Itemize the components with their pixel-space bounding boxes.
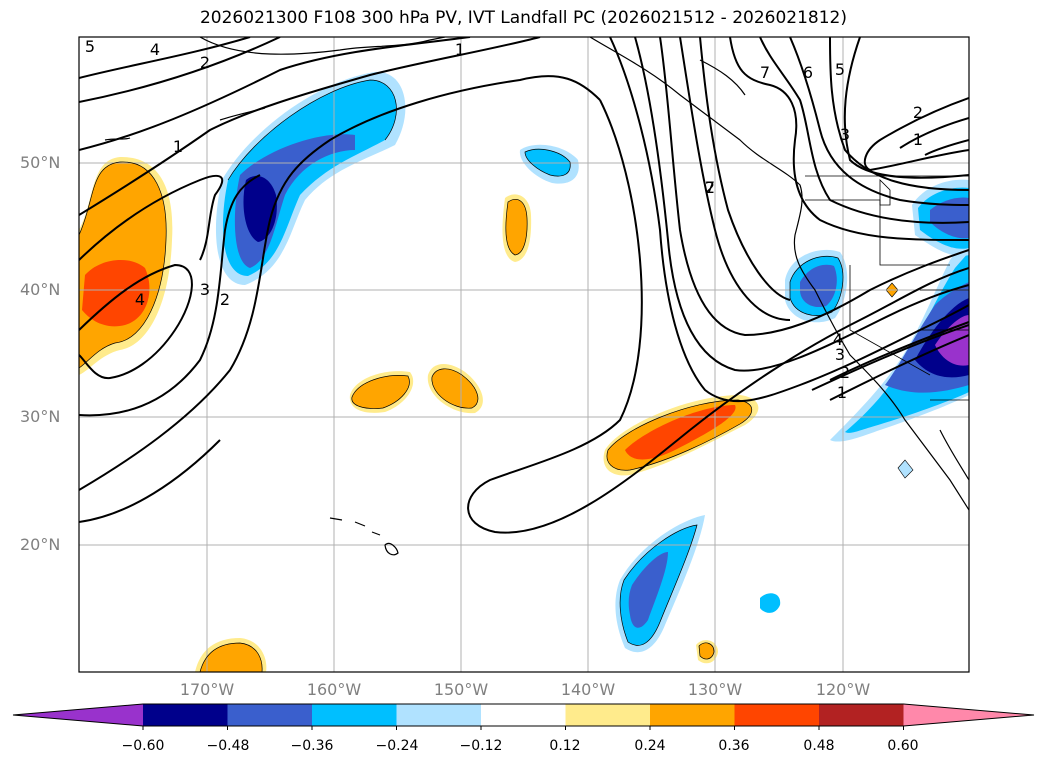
colorbar-tick-label: 0.36: [718, 738, 750, 754]
lon-label-140w: 140°W: [560, 680, 616, 699]
contour-label: 3: [835, 345, 845, 364]
colorbar-tick-label: 0.12: [549, 738, 581, 754]
lon-label-160w: 160°W: [306, 680, 362, 699]
contour-label: 7: [705, 178, 715, 197]
colorbar-bin: [903, 704, 1034, 726]
contour-label: 2: [840, 363, 850, 382]
colorbar-bin: [734, 704, 819, 726]
contour-label: 4: [135, 290, 145, 309]
colorbar-tick-label: 0.24: [634, 738, 666, 754]
lon-label-130w: 130°W: [687, 680, 743, 699]
colorbar-tick-label: −0.48: [206, 738, 250, 754]
contour-label: 2: [200, 53, 210, 72]
contour-label: 5: [835, 60, 845, 79]
contour-label: 1: [837, 383, 847, 402]
contour-label: 1: [913, 130, 923, 149]
ivt-contours: [79, 37, 969, 534]
lon-label-170w: 170°W: [179, 680, 235, 699]
contour-label: 4: [833, 330, 843, 349]
lon-label-120w: 120°W: [815, 680, 871, 699]
anomaly-outlines: [79, 79, 844, 672]
colorbar-bin: [481, 704, 566, 726]
colorbar-bin: [396, 704, 481, 726]
contour-label: 3: [200, 280, 210, 299]
contour-label: 2: [913, 103, 923, 122]
colorbar-bin: [13, 704, 143, 726]
lat-label-40n: 40°N: [20, 280, 61, 299]
colorbar-bin: [227, 704, 312, 726]
colorbar-bin: [565, 704, 650, 726]
colorbar-bin: [312, 704, 397, 726]
contour-label: 6: [803, 63, 813, 82]
colorbar-tick-label: −0.12: [459, 738, 503, 754]
contour-label: 3: [840, 125, 850, 144]
map-frame: [78, 36, 970, 673]
colorbar-tick-label: 0.48: [803, 738, 835, 754]
contour-label: 5: [85, 37, 95, 56]
colorbar-tick-label: −0.60: [121, 738, 165, 754]
colorbar-tick-label: 0.60: [887, 738, 919, 754]
contour-label: 1: [455, 40, 465, 59]
map-area: [79, 37, 969, 672]
lon-label-150w: 150°W: [433, 680, 489, 699]
lat-label-50n: 50°N: [20, 153, 61, 172]
contour-label: 1: [173, 137, 183, 156]
contour-label: 2: [705, 178, 715, 197]
contour-label: 4: [150, 40, 160, 59]
colorbar-bin: [819, 704, 904, 726]
lat-label-30n: 30°N: [20, 407, 61, 426]
colorbar-bin: [143, 704, 228, 726]
gridlines: [79, 37, 969, 672]
contour-label: 7: [760, 63, 770, 82]
colorbar-tick-label: −0.36: [290, 738, 334, 754]
contour-label: 2: [220, 290, 230, 309]
lat-label-20n: 20°N: [20, 535, 61, 554]
colorbar-tick-label: −0.24: [375, 738, 419, 754]
colorbar-bin: [650, 704, 735, 726]
colorbar: [12, 703, 1035, 730]
map-title: 2026021300 F108 300 hPa PV, IVT Landfall…: [199, 8, 847, 28]
